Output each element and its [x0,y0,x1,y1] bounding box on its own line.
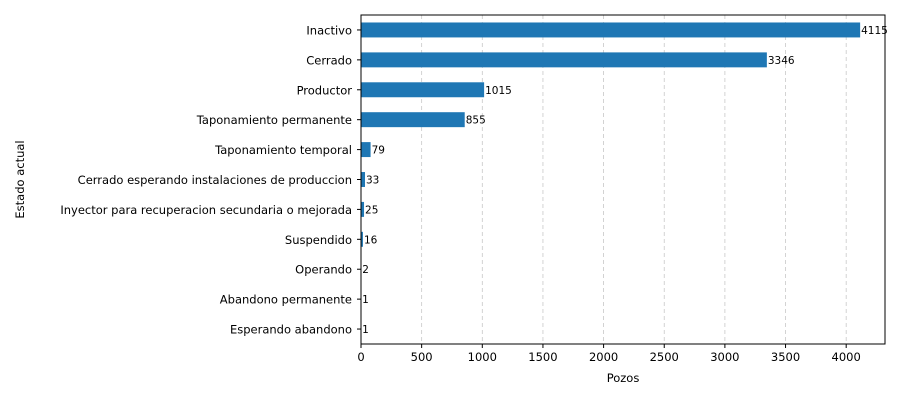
y-tick-label: Inactivo [306,23,352,37]
x-tick-label: 2500 [650,350,679,364]
x-axis-label: Pozos [607,371,640,385]
bar [361,22,861,38]
bar [361,142,371,158]
x-tick-label: 0 [357,350,364,364]
x-tick-label: 3000 [710,350,739,364]
data-label: 16 [364,234,378,246]
y-tick-label: Taponamiento permanente [196,113,352,127]
data-label: 1015 [485,85,512,97]
data-label: 4115 [861,25,888,37]
x-axis-ticks: 0 500 1000 1500 2000 2500 3000 3500 4000 [357,344,861,364]
data-label: 79 [372,145,385,157]
bar [361,82,485,98]
data-label: 1 [362,294,369,306]
data-label: 3346 [768,55,795,67]
y-tick-label: Cerrado esperando instalaciones de produ… [78,173,352,187]
data-label: 33 [366,175,379,187]
gridlines [421,15,847,344]
y-tick-label: Esperando abandono [230,323,352,337]
x-tick-label: 500 [411,350,433,364]
y-tick-label: Productor [297,83,353,97]
bar [361,52,767,68]
data-label: 855 [466,115,486,127]
y-tick-label: Cerrado [306,53,352,67]
data-label: 25 [365,204,378,216]
y-tick-label: Abandono permanente [220,293,352,307]
x-tick-label: 3500 [771,350,800,364]
x-tick-label: 4000 [832,350,861,364]
y-tick-label: Taponamiento temporal [214,143,352,157]
y-tick-label: Inyector para recuperacion secundaria o … [60,203,352,217]
bars [361,22,861,337]
x-tick-label: 1000 [468,350,497,364]
data-labels: 4115 3346 1015 855 79 33 25 16 2 1 1 [362,25,888,336]
bar [361,172,366,187]
y-tick-label: Operando [295,263,352,277]
y-tick-label: Suspendido [285,233,352,247]
x-tick-label: 1500 [528,350,557,364]
y-axis-label: Estado actual [13,140,27,218]
data-label: 2 [362,264,369,276]
bar [361,231,363,247]
bar [361,201,365,217]
y-axis-ticks: Inactivo Cerrado Productor Taponamiento per… [60,23,361,337]
x-tick-label: 2000 [589,350,618,364]
bar [361,112,465,128]
data-label: 1 [362,324,369,336]
